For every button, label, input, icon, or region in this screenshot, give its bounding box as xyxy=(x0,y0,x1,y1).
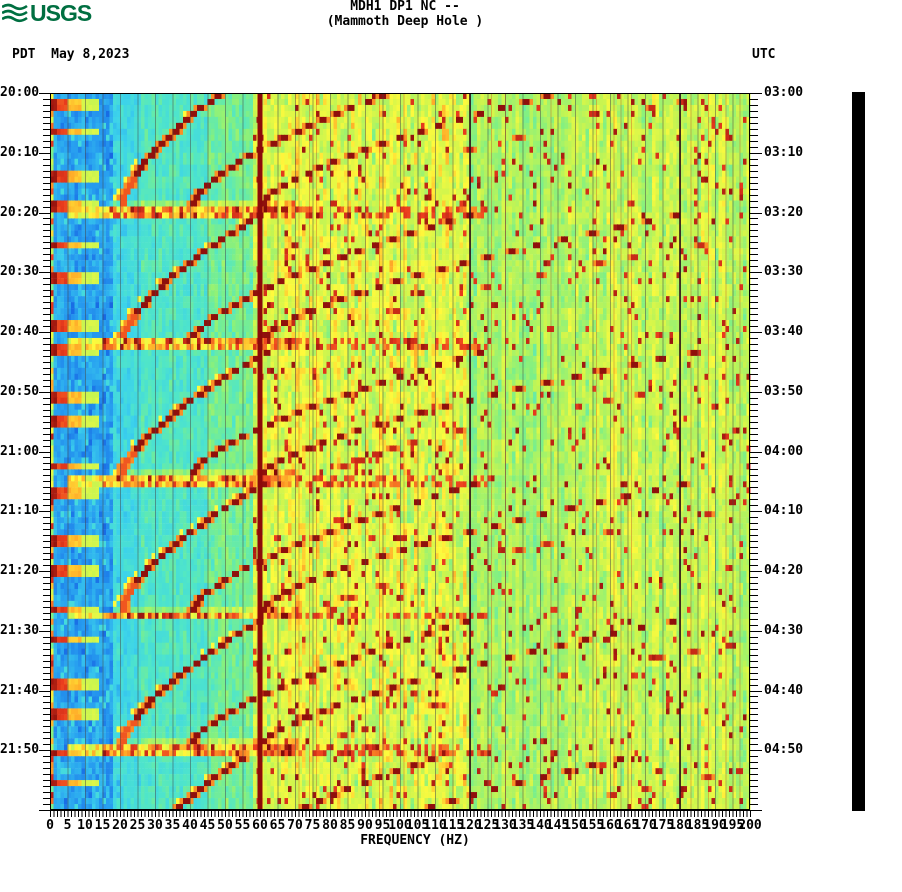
x-axis-tick-label: 80 xyxy=(322,818,338,833)
y-axis-label-left: 21:40 xyxy=(0,682,40,698)
x-axis-tick-label: 180 xyxy=(668,818,692,833)
x-axis-tick-label: 70 xyxy=(287,818,303,833)
x-axis-tick-label: 50 xyxy=(217,818,233,833)
x-axis-tick-label: 110 xyxy=(423,818,447,833)
x-axis-tick-label: 100 xyxy=(388,818,412,833)
x-axis-tick-label: 120 xyxy=(458,818,482,833)
x-axis-tick-label: 60 xyxy=(252,818,268,833)
y-axis-label-right: 03:40 xyxy=(764,324,804,339)
x-axis-tick-label: 0 xyxy=(46,818,54,833)
spectrogram-plot xyxy=(38,92,768,820)
x-axis-tick-label: 40 xyxy=(182,818,198,833)
y-axis-label-right: 03:20 xyxy=(764,204,804,220)
x-axis-tick-label: 65 xyxy=(269,818,286,833)
x-axis-tick-label: 150 xyxy=(563,818,587,833)
local-timezone-and-date: PDT May 8,2023 xyxy=(12,47,130,62)
x-axis-tick-label: 95 xyxy=(374,818,391,833)
x-axis-tick-label: 85 xyxy=(339,818,356,833)
station-name: (Mammoth Deep Hole ) xyxy=(326,14,484,29)
x-axis-tick-label: 90 xyxy=(357,818,373,833)
y-axis-label-right: 04:10 xyxy=(764,503,804,519)
x-axis-tick-label: 20 xyxy=(112,818,128,833)
y-axis-label-left: 21:00 xyxy=(0,443,40,459)
x-axis-tick-label: 165 xyxy=(615,818,640,833)
x-axis-tick-label: 15 xyxy=(94,818,111,833)
x-axis-tick-label: 130 xyxy=(493,818,517,833)
x-axis-tick-label: 5 xyxy=(63,818,72,833)
y-axis-label-right: 04:40 xyxy=(764,682,804,698)
y-axis-label-right: 04:20 xyxy=(764,563,804,578)
y-axis-label-left: 20:40 xyxy=(0,324,40,339)
y-axis-label-left: 20:50 xyxy=(0,383,40,399)
x-axis-tick-label: 185 xyxy=(685,818,710,833)
y-axis-label-right: 04:30 xyxy=(764,622,804,638)
x-axis-tick-label: 25 xyxy=(129,818,146,833)
utc-timezone-label: UTC xyxy=(752,47,776,62)
y-axis-label-left: 20:10 xyxy=(0,144,40,160)
x-axis-tick-label: 35 xyxy=(164,818,181,833)
y-axis-label-left: 20:00 xyxy=(0,85,40,100)
x-axis-tick-label: 115 xyxy=(440,818,465,833)
y-axis-label-right: 03:00 xyxy=(764,85,804,100)
x-axis-title: FREQUENCY (HZ) xyxy=(360,833,470,848)
x-axis-tick-label: 190 xyxy=(703,818,727,833)
x-axis-tick-label: 55 xyxy=(234,818,251,833)
x-axis-tick-label: 125 xyxy=(475,818,500,833)
y-axis-label-right: 03:30 xyxy=(764,264,804,280)
y-axis-label-right: 03:10 xyxy=(764,144,804,160)
x-axis-tick-label: 140 xyxy=(528,818,552,833)
x-axis-tick-label: 195 xyxy=(720,818,745,833)
x-axis-tick-label: 105 xyxy=(405,818,430,833)
x-axis-tick-label: 160 xyxy=(598,818,622,833)
y-axis-label-left: 20:20 xyxy=(0,204,40,220)
x-axis-tick-label: 45 xyxy=(199,818,216,833)
y-axis-label-left: 21:30 xyxy=(0,622,40,638)
station-code: MDH1 DP1 NC -- xyxy=(350,0,460,14)
y-axis-label-left: 21:50 xyxy=(0,742,40,758)
y-axis-label-right: 03:50 xyxy=(764,383,804,399)
x-axis-tick-label: 75 xyxy=(304,818,321,833)
x-axis-tick-label: 135 xyxy=(510,818,535,833)
usgs-wave-icon xyxy=(2,3,28,23)
y-axis-label-left: 20:30 xyxy=(0,264,40,280)
y-axis-label-right: 04:00 xyxy=(764,443,804,459)
x-axis-tick-label: 175 xyxy=(650,818,675,833)
title-block: MDH1 DP1 NC -- (Mammoth Deep Hole ) xyxy=(0,0,810,28)
y-axis-label-right: 04:50 xyxy=(764,742,804,758)
x-axis-tick-label: 30 xyxy=(147,818,163,833)
x-axis-tick-label: 170 xyxy=(633,818,657,833)
x-axis-tick-label: 145 xyxy=(545,818,570,833)
x-axis-tick-label: 10 xyxy=(77,818,93,833)
colorbar xyxy=(852,92,865,811)
y-axis-label-left: 21:10 xyxy=(0,503,40,519)
x-axis-tick-label: 200 xyxy=(738,818,762,833)
y-axis-label-left: 21:20 xyxy=(0,563,40,578)
usgs-logo-text: USGS xyxy=(30,0,92,26)
x-axis-tick-label: 155 xyxy=(580,818,605,833)
usgs-logo: USGS xyxy=(2,0,92,26)
